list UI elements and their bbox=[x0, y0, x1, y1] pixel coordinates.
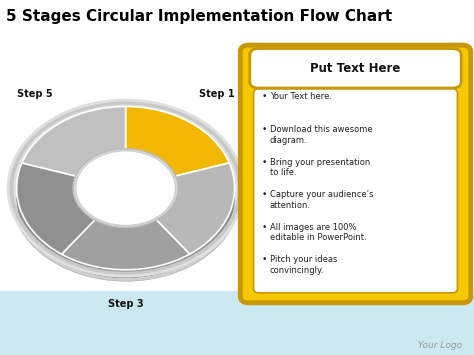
FancyBboxPatch shape bbox=[254, 89, 457, 293]
Wedge shape bbox=[155, 163, 235, 254]
Text: •: • bbox=[261, 223, 266, 232]
Text: Your Text here.: Your Text here. bbox=[270, 92, 332, 101]
Text: Your Logo: Your Logo bbox=[418, 341, 462, 350]
Text: Capture your audience’s
attention.: Capture your audience’s attention. bbox=[270, 190, 373, 210]
Wedge shape bbox=[62, 226, 190, 278]
FancyBboxPatch shape bbox=[250, 49, 461, 88]
Circle shape bbox=[76, 151, 175, 225]
Wedge shape bbox=[126, 114, 229, 185]
Text: •: • bbox=[261, 158, 266, 166]
Text: Download this awesome
diagram.: Download this awesome diagram. bbox=[270, 125, 373, 144]
Wedge shape bbox=[22, 114, 126, 185]
Wedge shape bbox=[126, 106, 229, 177]
Text: •: • bbox=[261, 255, 266, 264]
Wedge shape bbox=[62, 226, 190, 278]
FancyBboxPatch shape bbox=[240, 45, 471, 303]
Text: •: • bbox=[261, 92, 266, 101]
Circle shape bbox=[73, 149, 178, 228]
Text: Step 2: Step 2 bbox=[255, 219, 291, 229]
Text: All images are 100%
editable in PowerPoint.: All images are 100% editable in PowerPoi… bbox=[270, 223, 366, 242]
Wedge shape bbox=[155, 171, 235, 262]
Circle shape bbox=[11, 109, 240, 281]
Wedge shape bbox=[17, 163, 96, 254]
Wedge shape bbox=[22, 114, 126, 185]
Ellipse shape bbox=[11, 181, 240, 204]
Text: Pitch your ideas
convincingly.: Pitch your ideas convincingly. bbox=[270, 255, 337, 275]
Text: Put Text Here: Put Text Here bbox=[310, 62, 401, 75]
Text: Bring your presentation
to life.: Bring your presentation to life. bbox=[270, 158, 370, 177]
Wedge shape bbox=[62, 218, 190, 270]
Text: Step 5: Step 5 bbox=[17, 89, 53, 99]
Circle shape bbox=[73, 153, 178, 231]
Wedge shape bbox=[17, 171, 96, 262]
Wedge shape bbox=[17, 171, 96, 262]
Text: 5 Stages Circular Implementation Flow Chart: 5 Stages Circular Implementation Flow Ch… bbox=[6, 9, 392, 24]
Text: •: • bbox=[261, 125, 266, 134]
Wedge shape bbox=[155, 171, 235, 262]
Circle shape bbox=[11, 102, 240, 274]
Text: •: • bbox=[261, 190, 266, 199]
Text: Step 3: Step 3 bbox=[108, 299, 144, 309]
Text: Step 1: Step 1 bbox=[199, 89, 235, 99]
Wedge shape bbox=[22, 106, 126, 177]
Wedge shape bbox=[126, 114, 229, 185]
Bar bbox=[0, 291, 474, 355]
